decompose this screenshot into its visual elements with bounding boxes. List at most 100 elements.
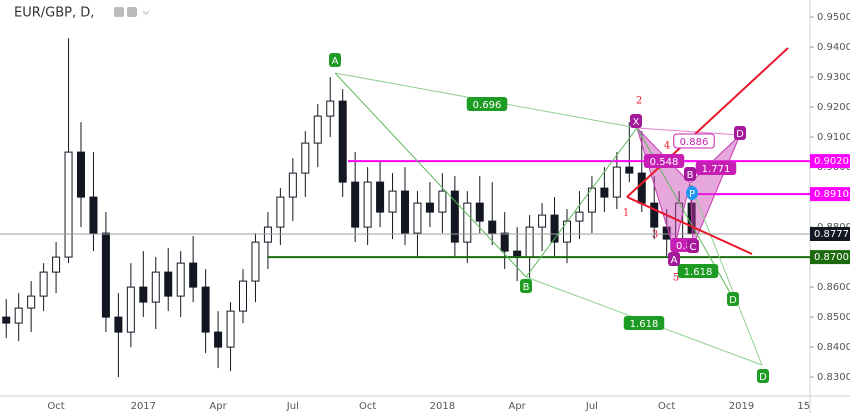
y-tick-label: 0.9400	[817, 42, 850, 53]
candle-body	[114, 316, 123, 333]
candle-body	[538, 214, 547, 228]
candle-body	[313, 115, 322, 144]
y-tick-label: 0.8400	[817, 342, 850, 353]
price-label: 0.8700	[814, 252, 849, 263]
candle-body	[288, 172, 297, 198]
wave-label: 4	[664, 141, 670, 152]
y-tick-label: 0.9500	[817, 12, 850, 23]
candle-body	[413, 202, 422, 234]
candle-body	[488, 220, 497, 234]
candle-body	[263, 226, 272, 243]
pattern-label-box	[668, 252, 680, 266]
pattern-label: 0.886	[680, 137, 709, 148]
wolfe-line	[626, 196, 753, 255]
candle-body	[151, 271, 160, 303]
pattern-label-box	[757, 369, 769, 383]
candle-body	[239, 280, 247, 312]
candle-body	[39, 271, 48, 297]
candle-body	[500, 232, 509, 252]
symbol-title: EUR/GBP, D,	[14, 6, 94, 21]
candle-body	[189, 262, 198, 288]
wave-label: 1	[623, 208, 629, 219]
pattern-label: A	[671, 255, 678, 266]
pattern-label: B	[523, 282, 530, 293]
pattern-line	[689, 182, 763, 366]
candle-body	[176, 262, 185, 297]
candle-body	[450, 190, 459, 243]
pattern-label: D	[759, 372, 767, 383]
y-tick-label: 0.9300	[817, 72, 850, 83]
candle-body	[126, 286, 135, 333]
pattern-label: 0.8	[676, 241, 692, 252]
pattern-label-box	[684, 167, 696, 181]
pattern-label: A	[332, 56, 339, 67]
x-tick-label: Apr	[209, 401, 227, 412]
pattern-label: 1.618	[684, 267, 713, 278]
pattern-label-box	[329, 53, 341, 67]
candle-body	[438, 190, 447, 213]
price-label-box	[810, 227, 850, 241]
x-tick-label: Oct	[359, 401, 376, 412]
candle-body	[89, 196, 98, 234]
pattern-label-box	[686, 186, 698, 200]
candle-body	[338, 100, 347, 183]
candle-body	[600, 187, 609, 198]
candle-body	[612, 166, 621, 198]
price-label-box	[810, 154, 850, 169]
x-tick-label: 2019	[729, 401, 754, 412]
pattern-label: B	[687, 170, 694, 181]
pattern-label-box	[643, 154, 685, 168]
candle-body	[463, 202, 472, 243]
wave-label: 3	[652, 230, 658, 241]
candle-body	[301, 142, 310, 174]
candle-body	[214, 331, 223, 348]
x-tick-label: Oct	[658, 401, 675, 412]
candle-body	[425, 202, 434, 213]
price-label-box	[810, 187, 850, 202]
x-tick-label: Jul	[585, 401, 598, 412]
pattern-label: D	[736, 129, 744, 140]
candle-body	[363, 181, 372, 228]
candle-body	[525, 226, 534, 258]
candle-body	[388, 190, 397, 213]
pattern-label-box	[677, 264, 719, 278]
icon[interactable]	[127, 7, 137, 17]
candle-body	[563, 220, 571, 243]
candle-body	[376, 181, 385, 213]
candle-body	[139, 286, 148, 303]
wave-label: 5	[673, 273, 679, 284]
y-tick-label: 0.8600	[817, 282, 850, 293]
pattern-label-box	[727, 292, 739, 306]
icon[interactable]	[142, 10, 150, 15]
pattern-label-box	[630, 114, 642, 128]
candle-body	[351, 181, 360, 228]
candle-body	[14, 307, 23, 324]
candle-body	[2, 316, 11, 324]
pattern-label: 1.618	[630, 319, 659, 330]
candle-body	[164, 271, 173, 297]
pattern-label: 0.548	[650, 157, 679, 168]
pattern-label-box	[623, 316, 665, 330]
pattern-label: P	[689, 189, 695, 200]
candle-body	[77, 151, 85, 198]
pattern-label-box	[734, 126, 746, 140]
candle-body	[326, 100, 335, 117]
icon[interactable]	[114, 7, 124, 17]
x-tick-label: Jul	[286, 401, 299, 412]
y-tick-label: 0.9200	[817, 102, 850, 113]
candle-body	[52, 256, 61, 273]
candle-body	[637, 172, 646, 204]
candle-body	[575, 211, 584, 222]
candle-body	[201, 286, 210, 333]
pattern-label: D	[729, 295, 737, 306]
candle-body	[276, 196, 285, 228]
pattern-label-box	[695, 161, 737, 175]
price-label: 0.8777	[814, 229, 849, 240]
y-tick-label: 0.9100	[817, 132, 850, 143]
candle-body	[251, 241, 260, 282]
pattern-label: X	[633, 117, 640, 128]
x-tick-label: 2018	[430, 401, 455, 412]
candle-body	[550, 214, 559, 243]
